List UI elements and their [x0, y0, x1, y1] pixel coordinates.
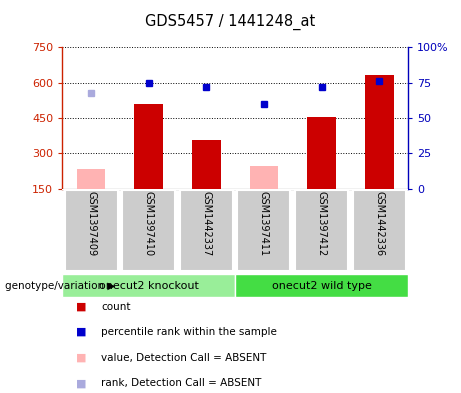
Bar [237, 190, 290, 272]
Bar [180, 190, 233, 272]
Bar [62, 274, 235, 298]
Bar [249, 166, 278, 189]
Text: onecut2 knockout: onecut2 knockout [99, 281, 199, 291]
Text: ■: ■ [76, 353, 87, 363]
Bar [235, 274, 408, 298]
Bar [134, 104, 163, 189]
Bar [295, 190, 348, 272]
Text: genotype/variation ▶: genotype/variation ▶ [5, 281, 115, 291]
Bar [77, 169, 106, 189]
Bar [353, 190, 406, 272]
Text: GSM1442337: GSM1442337 [201, 191, 211, 256]
Text: GSM1397411: GSM1397411 [259, 191, 269, 256]
Bar [192, 140, 221, 189]
Text: ■: ■ [76, 378, 87, 388]
Text: GDS5457 / 1441248_at: GDS5457 / 1441248_at [145, 14, 316, 30]
Bar [365, 75, 394, 189]
Text: GSM1397410: GSM1397410 [144, 191, 154, 256]
Text: GSM1442336: GSM1442336 [374, 191, 384, 256]
Bar [307, 117, 336, 189]
Text: ■: ■ [76, 327, 87, 337]
Text: ■: ■ [76, 301, 87, 312]
Bar [65, 190, 118, 272]
Text: rank, Detection Call = ABSENT: rank, Detection Call = ABSENT [101, 378, 262, 388]
Text: percentile rank within the sample: percentile rank within the sample [101, 327, 278, 337]
Text: GSM1397409: GSM1397409 [86, 191, 96, 256]
Text: onecut2 wild type: onecut2 wild type [272, 281, 372, 291]
Text: value, Detection Call = ABSENT: value, Detection Call = ABSENT [101, 353, 267, 363]
Text: GSM1397412: GSM1397412 [317, 191, 326, 256]
Text: count: count [101, 301, 131, 312]
Bar [122, 190, 175, 272]
